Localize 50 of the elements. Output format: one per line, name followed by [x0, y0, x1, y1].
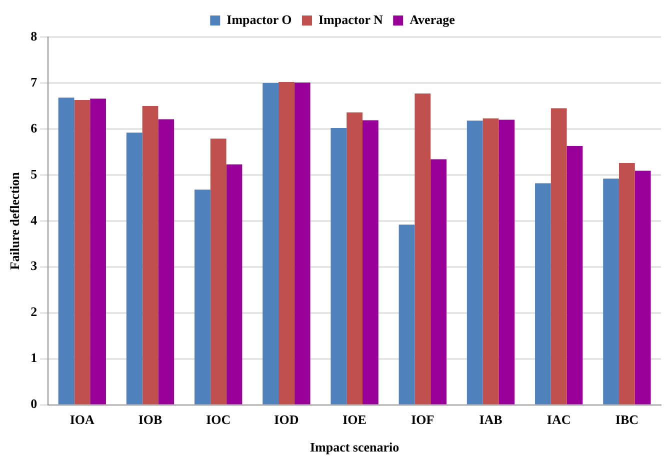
bar [535, 183, 551, 404]
bar [498, 120, 515, 404]
bar [619, 162, 635, 404]
y-tick-label: 5 [30, 166, 38, 182]
legend-label: Impactor O [226, 12, 292, 27]
y-tick-label: 0 [30, 396, 38, 412]
bar [398, 224, 415, 404]
bar [430, 159, 446, 404]
y-tick-label: 3 [30, 258, 38, 274]
y-tick-label: 1 [30, 350, 38, 366]
legend-label: Impactor N [318, 12, 384, 27]
x-tick-label: IOC [206, 412, 231, 427]
bar [58, 98, 74, 404]
bar [262, 82, 279, 404]
bar [362, 120, 378, 404]
x-tick-label: IOF [411, 412, 434, 427]
bar [346, 112, 362, 404]
bar [90, 98, 106, 404]
y-tick-label: 4 [30, 212, 38, 228]
bar [550, 108, 567, 404]
bar [210, 138, 226, 404]
bar [142, 106, 158, 404]
bar [634, 170, 651, 404]
x-tick-label: IOE [342, 412, 366, 427]
x-axis-title: Impact scenario [310, 440, 400, 455]
bar [278, 82, 294, 404]
x-tick-label: IAB [479, 412, 503, 427]
bar [330, 128, 347, 404]
bar [482, 118, 499, 404]
bar [566, 146, 583, 404]
y-tick-label: 2 [30, 304, 38, 320]
bar [126, 132, 142, 404]
x-tick-label: IOB [138, 412, 162, 427]
y-tick-label: 8 [30, 28, 38, 44]
bar [603, 178, 620, 404]
bar [226, 164, 242, 404]
bar [466, 120, 483, 404]
bar [158, 119, 174, 404]
y-tick-label: 7 [30, 74, 38, 90]
x-tick-label: IOD [274, 412, 299, 427]
bar [414, 94, 431, 404]
x-tick-label: IBC [615, 412, 639, 427]
y-axis-title: Failure deflection [7, 171, 22, 270]
bar [294, 82, 310, 404]
y-tick-label: 6 [30, 120, 38, 136]
bar [74, 100, 90, 404]
x-tick-label: IAC [546, 412, 571, 427]
bar [194, 190, 210, 404]
legend-label: Average [410, 12, 456, 27]
x-tick-label: IOA [70, 412, 96, 427]
